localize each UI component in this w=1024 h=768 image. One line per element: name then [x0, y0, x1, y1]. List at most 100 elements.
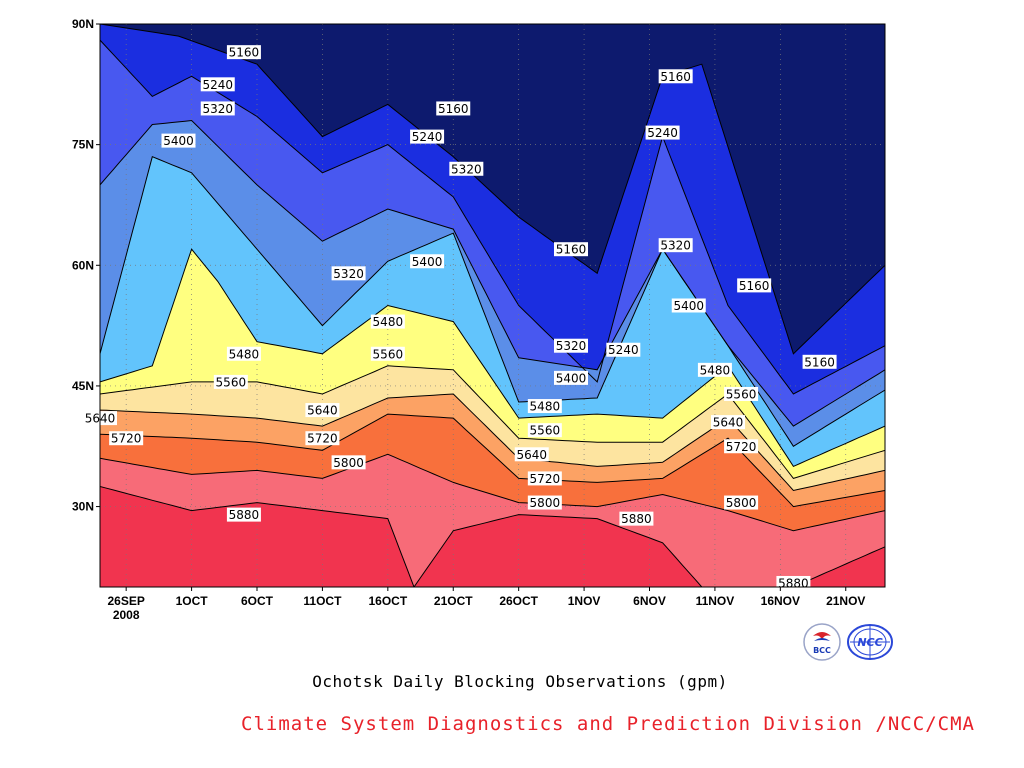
- contour-label-bg: [305, 403, 340, 418]
- contour-label: 5480: [697, 362, 732, 377]
- contour-label: 5640: [711, 415, 745, 430]
- x-tick-label: 6NOV: [633, 594, 666, 608]
- contour-label-text: 5640: [307, 404, 338, 418]
- contour-label: 5320: [331, 266, 366, 281]
- contour-label-text: 5640: [516, 448, 547, 462]
- contour-label-bg: [213, 374, 248, 389]
- contour-band: [100, 120, 885, 447]
- contour-label-bg: [370, 346, 405, 361]
- contour-label: 5880: [226, 507, 261, 522]
- contour-label-bg: [711, 415, 745, 430]
- contour-label: 5160: [802, 354, 837, 369]
- contour-label-bg: [671, 298, 706, 313]
- y-tick-label: 60N: [72, 258, 94, 272]
- contour-label-text: 5400: [556, 371, 587, 385]
- y-tick-label: 45N: [72, 379, 94, 393]
- contour-label-bg: [554, 242, 588, 257]
- contour-label: 5880: [776, 575, 811, 590]
- contour-label: 5480: [527, 399, 562, 414]
- contour-label-text: 5480: [229, 347, 260, 361]
- contour-label-text: 5160: [804, 355, 835, 369]
- contour-label-text: 5160: [438, 102, 469, 116]
- contour-label: 5160: [436, 101, 471, 116]
- contour-line-5800: [100, 453, 885, 532]
- ncc-logo: NCC: [846, 622, 893, 662]
- contour-label-bg: [161, 133, 196, 148]
- contour-label: 5400: [161, 133, 196, 148]
- contour-label-text: 5800: [726, 496, 757, 510]
- contour-line-5240: [100, 39, 885, 395]
- contour-line-5400: [100, 156, 885, 447]
- contour-label-bg: [776, 575, 811, 590]
- x-tick-label: 1OCT: [176, 594, 209, 608]
- contour-band: [100, 394, 885, 507]
- contour-label-text: 5560: [216, 375, 247, 389]
- contour-label-bg: [658, 238, 693, 253]
- contour-label-text: 5160: [739, 279, 770, 293]
- contour-label-text: 5720: [111, 432, 142, 446]
- contour-band: [100, 486, 885, 587]
- contour-label: 5320: [449, 161, 484, 176]
- contour-label: 5400: [671, 298, 706, 313]
- contour-label-bg: [802, 354, 837, 369]
- x-tick-label: 11OCT: [303, 594, 342, 608]
- x-tick-label: 16NOV: [761, 594, 800, 608]
- contour-label-bg: [737, 278, 772, 293]
- contour-label-bg: [514, 447, 549, 462]
- contour-label-text: 5240: [412, 130, 443, 144]
- x-tick-label: 1NOV: [568, 594, 601, 608]
- contour-line-5480: [100, 248, 885, 468]
- contour-label-bg: [527, 471, 562, 486]
- contour-label-bg: [410, 254, 445, 269]
- x-tick-label: 26OCT: [499, 594, 538, 608]
- contour-label-text: 5880: [229, 508, 260, 522]
- contour-label: 5720: [305, 431, 340, 446]
- chart-title: Ochotsk Daily Blocking Observations (gpm…: [312, 672, 728, 691]
- contour-label-bg: [554, 338, 588, 353]
- x-tick-label: 6OCT: [241, 594, 274, 608]
- contour-label-text: 5880: [621, 512, 652, 526]
- contour-label: 5320: [658, 238, 693, 253]
- contour-label-text: 5560: [726, 387, 757, 401]
- contour-label-bg: [226, 507, 261, 522]
- contour-label-bg: [331, 266, 366, 281]
- bcc-logo: BCC: [802, 622, 842, 662]
- contour-label: 5720: [724, 439, 759, 454]
- contour-label-text: 5160: [556, 243, 587, 257]
- contour-label: 5320: [554, 338, 588, 353]
- contour-label-bg: [200, 101, 235, 116]
- contour-band: [100, 414, 885, 531]
- contour-band: [100, 249, 885, 479]
- contour-label-text: 5800: [530, 496, 561, 510]
- contour-label-bg: [554, 370, 588, 385]
- contour-label-bg: [226, 346, 261, 361]
- x-tick-label: 21OCT: [434, 594, 473, 608]
- y-axis: 30N 45N 60N 75N 90N: [72, 17, 100, 514]
- contour-label: 5560: [724, 386, 759, 401]
- contour-label-bg: [436, 101, 471, 116]
- contour-label-text: 5160: [660, 70, 691, 84]
- contour-label-bg: [449, 161, 484, 176]
- contour-label: 5480: [370, 314, 405, 329]
- x-tick-label: 16OCT: [368, 594, 407, 608]
- contour-line-5720: [100, 413, 885, 508]
- contour-label-text: 5240: [647, 126, 678, 140]
- contour-label-text: 5320: [333, 267, 364, 281]
- contour-label: 5160: [658, 69, 693, 84]
- contour-label: 5400: [554, 370, 588, 385]
- contour-label-text: 5480: [700, 363, 731, 377]
- contour-label-bg: [200, 77, 235, 92]
- contour-label-text: 5400: [673, 299, 704, 313]
- y-tick-label: 30N: [72, 500, 94, 514]
- contour-label-text: 5320: [660, 239, 691, 253]
- contour-label-text: 5480: [530, 400, 561, 414]
- contour-label: 5720: [109, 431, 144, 446]
- contour-label: 5160: [226, 45, 261, 60]
- credit-line: Climate System Diagnostics and Predictio…: [241, 713, 975, 735]
- contour-label-bg: [724, 495, 759, 510]
- svg-text:NCC: NCC: [857, 636, 882, 649]
- contour-label-bg: [645, 125, 680, 140]
- contour-band: [100, 24, 885, 394]
- contour-label: 5240: [606, 342, 641, 357]
